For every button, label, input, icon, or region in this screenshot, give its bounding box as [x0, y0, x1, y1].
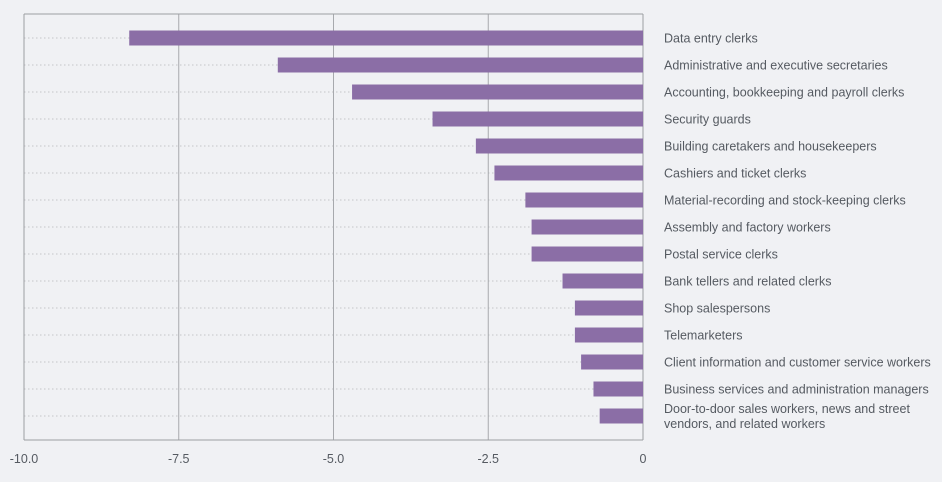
bar-8 [531, 246, 643, 262]
bar-11 [574, 327, 643, 343]
category-label: Telemarketers [664, 329, 743, 343]
x-tick-label: -7.5 [168, 452, 190, 466]
bar-13 [593, 381, 643, 397]
category-label-line: Cashiers and ticket clerks [664, 167, 806, 181]
category-label: Security guards [664, 113, 751, 127]
bar-5 [494, 165, 643, 181]
category-label: Administrative and executive secretaries [664, 59, 888, 73]
category-label-line: Telemarketers [664, 329, 743, 343]
category-label-line: Security guards [664, 113, 751, 127]
bar-2 [352, 84, 643, 100]
bar-4 [475, 138, 643, 154]
bar-6 [525, 192, 643, 208]
category-label: Accounting, bookkeeping and payroll cler… [664, 86, 904, 100]
category-label-line: Postal service clerks [664, 248, 778, 262]
category-label-line: Bank tellers and related clerks [664, 275, 831, 289]
category-label: Data entry clerks [664, 32, 758, 46]
x-tick-label: 0 [640, 452, 647, 466]
x-tick-label: -10.0 [10, 452, 39, 466]
category-label-line: Administrative and executive secretaries [664, 59, 888, 73]
x-tick-label: -5.0 [323, 452, 345, 466]
category-label-line: Accounting, bookkeeping and payroll cler… [664, 86, 904, 100]
bar-1 [277, 57, 643, 73]
category-label-line: Data entry clerks [664, 32, 758, 46]
category-label: Bank tellers and related clerks [664, 275, 831, 289]
category-label-line: Client information and customer service … [664, 356, 931, 370]
category-label: Business services and administration man… [664, 383, 929, 397]
category-label: Assembly and factory workers [664, 221, 831, 235]
bar-3 [432, 111, 643, 127]
category-label-line: Assembly and factory workers [664, 221, 831, 235]
bar-7 [531, 219, 643, 235]
bar-0 [129, 30, 644, 46]
category-label: Door-to-door sales workers, news and str… [664, 402, 910, 431]
bar-10 [574, 300, 643, 316]
category-label: Cashiers and ticket clerks [664, 167, 806, 181]
x-tick-label: -2.5 [477, 452, 499, 466]
category-label: Shop salespersons [664, 302, 770, 316]
category-label-line: Shop salespersons [664, 302, 770, 316]
category-label-line: vendors, and related workers [664, 417, 825, 431]
bar-14 [599, 408, 643, 424]
category-label-line: Material-recording and stock-keeping cle… [664, 194, 906, 208]
category-label-line: Door-to-door sales workers, news and str… [664, 402, 910, 416]
bar-9 [562, 273, 643, 289]
category-label: Postal service clerks [664, 248, 778, 262]
category-label: Material-recording and stock-keeping cle… [664, 194, 906, 208]
category-label: Client information and customer service … [664, 356, 931, 370]
category-label-line: Building caretakers and housekeepers [664, 140, 877, 154]
category-label-line: Business services and administration man… [664, 383, 929, 397]
bar-12 [581, 354, 643, 370]
category-label: Building caretakers and housekeepers [664, 140, 877, 154]
